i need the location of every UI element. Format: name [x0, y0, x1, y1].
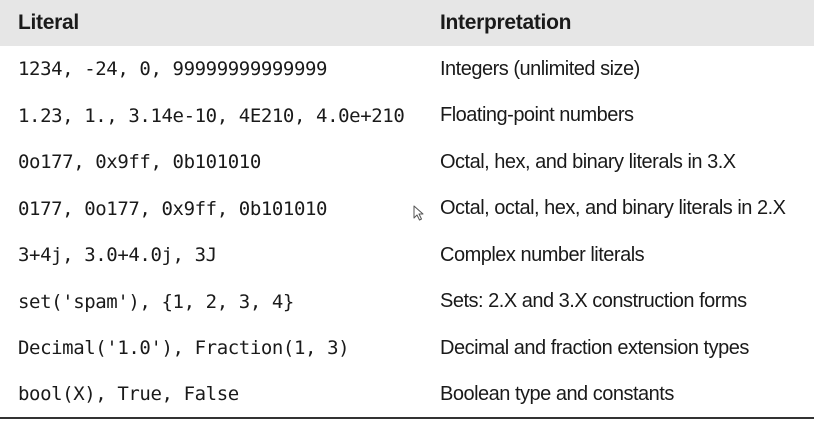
table-row: 0o177, 0x9ff, 0b101010 Octal, hex, and b… — [0, 139, 814, 186]
interpretation-cell: Boolean type and constants — [438, 371, 814, 419]
table-row: 1.23, 1., 3.14e-10, 4E210, 4.0e+210 Floa… — [0, 93, 814, 140]
header-literal: Literal — [18, 11, 79, 34]
interpretation-cell: Octal, hex, and binary literals in 3.X — [440, 150, 736, 173]
table-row: 3+4j, 3.0+4.0j, 3J Complex number litera… — [0, 232, 814, 279]
header-interpretation: Interpretation — [440, 11, 572, 34]
literal-cell: 1.23, 1., 3.14e-10, 4E210, 4.0e+210 — [18, 104, 405, 127]
table-row: Decimal('1.0'), Fraction(1, 3) Decimal a… — [0, 325, 814, 372]
interpretation-cell: Integers (unlimited size) — [440, 57, 640, 80]
literal-cell: 1234, -24, 0, 99999999999999 — [18, 58, 328, 81]
interpretation-cell: Octal, octal, hex, and binary literals i… — [440, 197, 786, 220]
table-row: 1234, -24, 0, 99999999999999 Integers (u… — [0, 46, 814, 93]
interpretation-cell: Sets: 2.X and 3.X construction forms — [440, 290, 747, 313]
table-row: bool(X), True, False Boolean type and co… — [0, 371, 814, 419]
literal-cell: 0o177, 0x9ff, 0b101010 — [18, 151, 261, 174]
interpretation-cell: Floating-point numbers — [440, 104, 634, 127]
literal-cell: Decimal('1.0'), Fraction(1, 3) — [18, 337, 350, 360]
literal-cell: set('spam'), {1, 2, 3, 4} — [18, 290, 294, 313]
literal-cell: 0177, 0o177, 0x9ff, 0b101010 — [18, 197, 328, 220]
table-row: set('spam'), {1, 2, 3, 4} Sets: 2.X and … — [0, 279, 814, 326]
literal-cell: bool(X), True, False — [0, 371, 438, 419]
table-header-row: Literal Interpretation — [0, 0, 814, 46]
literal-cell: 3+4j, 3.0+4.0j, 3J — [18, 244, 217, 267]
mouse-pointer-icon — [413, 205, 424, 221]
interpretation-cell: Complex number literals — [440, 243, 645, 266]
interpretation-cell: Decimal and fraction extension types — [440, 336, 749, 359]
table-row: 0177, 0o177, 0x9ff, 0b101010 Octal, octa… — [0, 186, 814, 233]
